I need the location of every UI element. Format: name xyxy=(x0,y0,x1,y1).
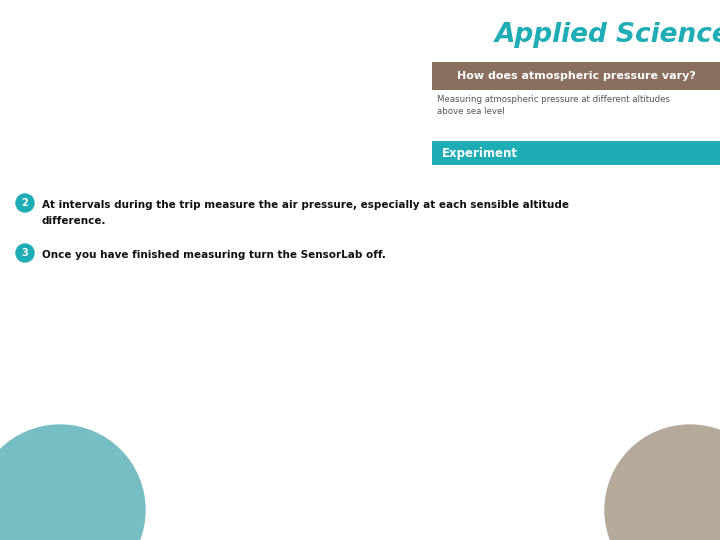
Text: 3: 3 xyxy=(22,248,28,258)
Text: Applied Sciences: Applied Sciences xyxy=(494,22,720,48)
Bar xyxy=(432,62,720,90)
Text: At intervals during the trip measure the air pressure, especially at each sensib: At intervals during the trip measure the… xyxy=(42,200,569,210)
Text: Experiment: Experiment xyxy=(442,146,518,159)
Text: Measuring atmospheric pressure at different altitudes
above sea level: Measuring atmospheric pressure at differ… xyxy=(437,95,670,116)
Bar xyxy=(432,141,720,165)
Circle shape xyxy=(16,194,34,212)
Text: How does atmospheric pressure vary?: How does atmospheric pressure vary? xyxy=(456,71,696,81)
Text: 2: 2 xyxy=(22,198,28,208)
Circle shape xyxy=(0,425,145,540)
Text: Once you have finished measuring turn the SensorLab off.: Once you have finished measuring turn th… xyxy=(42,250,386,260)
Circle shape xyxy=(16,244,34,262)
Text: difference.: difference. xyxy=(42,216,107,226)
Circle shape xyxy=(605,425,720,540)
